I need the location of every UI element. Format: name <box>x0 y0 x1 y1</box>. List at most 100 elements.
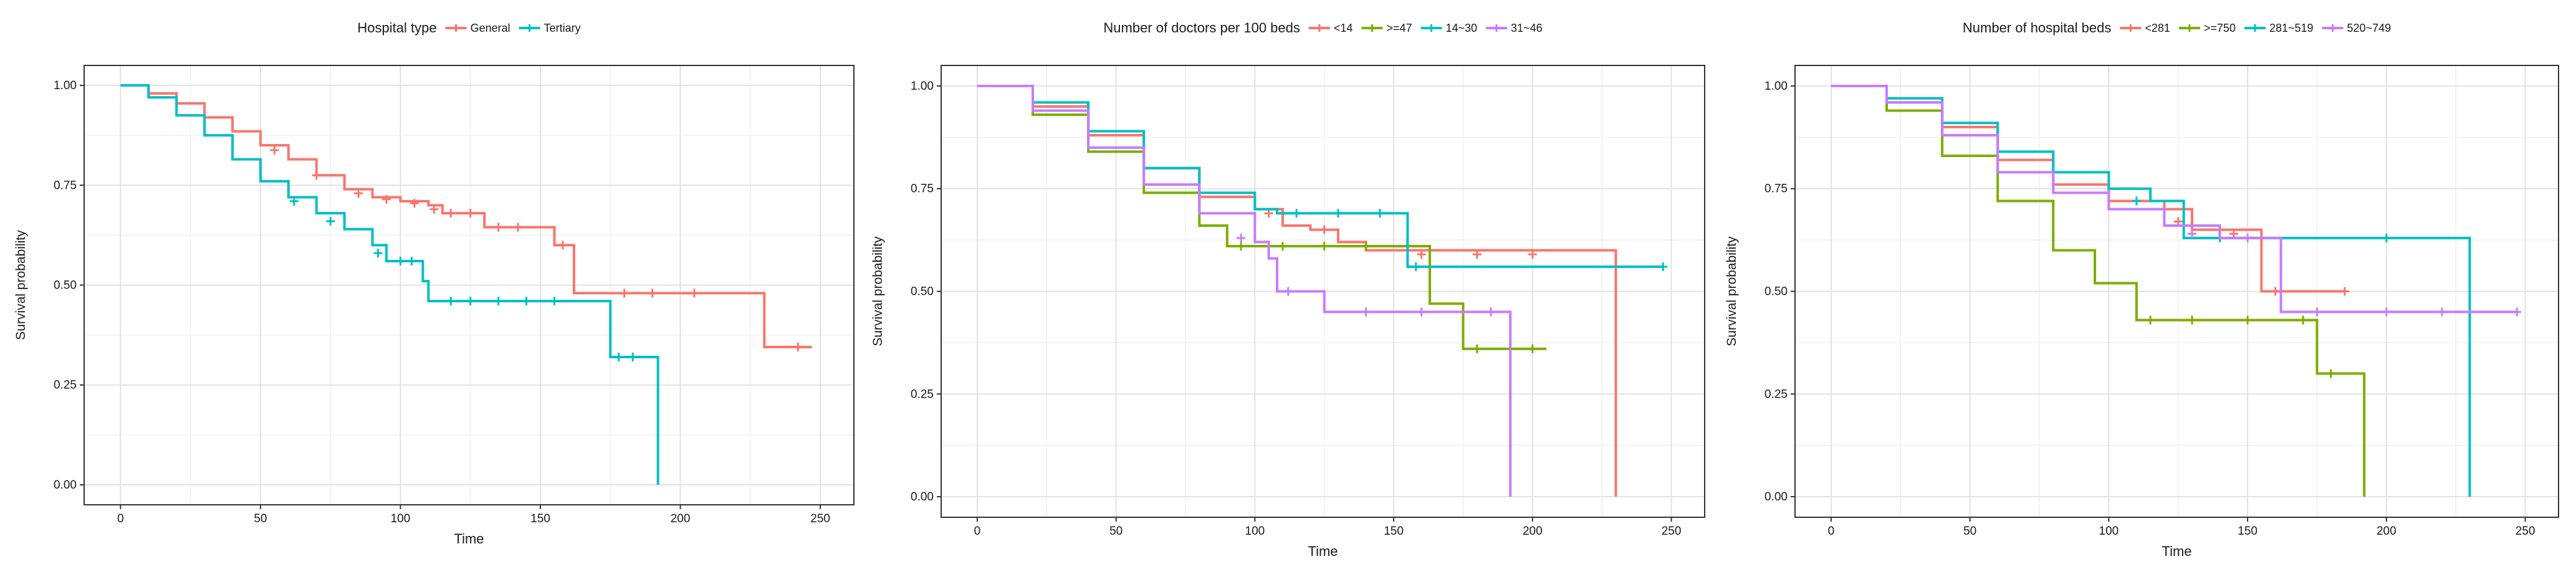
chart-panel-1: 0 50 100 150 200 250 0.00 0.25 0.50 0.75 1.00 Time S… <box>14 20 855 547</box>
legend-key-2 <box>2178 24 2200 32</box>
legend: Hospital type General Tertiary <box>357 20 580 36</box>
legend-key-mark <box>525 24 534 32</box>
censor-mark <box>1472 250 1482 259</box>
legend: Number of hospital beds <281 >=750 281~519 5… <box>1963 20 2391 36</box>
censor-mark <box>2188 315 2196 325</box>
legend: Number of doctors per 100 beds <14 >=47 14~… <box>1103 20 1542 36</box>
legend-key-4 <box>1486 24 1508 32</box>
legend-label: 31~46 <box>1511 22 1543 34</box>
legend-key-mark <box>2251 24 2259 32</box>
censor-mark <box>558 241 567 250</box>
legend-label: <14 <box>1334 22 1353 34</box>
x-tick-label: 150 <box>1384 525 1404 538</box>
legend-key-3 <box>2244 24 2266 32</box>
censor-mark <box>1319 225 1329 234</box>
x-tick-label: 250 <box>810 512 830 525</box>
legend-label: >=750 <box>2204 22 2236 34</box>
censor-mark <box>466 297 475 306</box>
chart-panel-3: 0 50 100 150 200 250 0.00 0.25 0.50 0.75 1.00 Time S… <box>1725 20 2559 559</box>
legend-label: >=47 <box>1386 22 1412 34</box>
panel-border <box>84 65 855 505</box>
x-tick-label: 200 <box>2377 525 2396 538</box>
legend-key-mark <box>1368 24 1376 32</box>
legend-key-mark <box>2127 24 2135 32</box>
censor-mark <box>1283 287 1293 296</box>
censor-mark <box>2188 229 2196 239</box>
survival-curve <box>1831 84 2471 497</box>
censor-mark <box>270 145 279 155</box>
legend-key-1 <box>2120 24 2142 32</box>
x-tick-label: 250 <box>1662 525 1682 538</box>
legend-key-mark <box>1493 24 1501 32</box>
x-tick-label: 0 <box>1828 525 1835 538</box>
censor-mark <box>1375 209 1384 218</box>
censor-mark <box>373 249 383 258</box>
y-axis-title: Survival probability <box>871 236 885 347</box>
x-tick-label: 150 <box>530 512 550 525</box>
censor-mark <box>2312 307 2322 317</box>
y-tick-label: 0.25 <box>54 379 77 392</box>
censor-mark <box>1528 344 1537 353</box>
x-axis-title: Time <box>1308 543 1338 559</box>
y-axis-title: Survival probability <box>1725 236 1739 347</box>
censor-mark <box>2271 287 2280 296</box>
censor-mark <box>2340 287 2349 296</box>
censor-mark <box>1487 307 1495 317</box>
censor-mark <box>1411 262 1420 271</box>
x-tick-label: 100 <box>2099 525 2119 538</box>
x-axis-title: Time <box>2162 543 2191 559</box>
censor-mark <box>2326 369 2335 378</box>
censor-mark <box>289 196 299 206</box>
chart-panel-2: 0 50 100 150 200 250 0.00 0.25 0.50 0.75 1.00 Time S… <box>871 20 1705 559</box>
legend-key-mark <box>1427 24 1435 32</box>
y-tick-label: 1.00 <box>1764 80 1788 93</box>
censor-mark <box>628 352 638 361</box>
legend-key-1 <box>445 24 467 32</box>
y-tick-label: 0.25 <box>911 388 934 401</box>
censor-mark <box>326 216 335 226</box>
censor-mark <box>407 257 416 266</box>
legend-label: 14~30 <box>1445 22 1477 34</box>
censor-mark <box>514 222 523 232</box>
legend-label: General <box>471 22 510 34</box>
x-axis-title: Time <box>454 531 484 547</box>
censor-mark <box>1278 242 1287 251</box>
x-tick-label: 150 <box>2238 525 2258 538</box>
x-tick-label: 100 <box>391 512 411 525</box>
x-tick-label: 200 <box>671 512 691 525</box>
censor-mark <box>446 209 456 218</box>
censor-mark <box>494 297 503 306</box>
censor-mark <box>429 204 439 214</box>
legend-label: Tertiary <box>544 22 581 34</box>
censor-mark <box>690 289 699 298</box>
censor-mark <box>1361 242 1371 251</box>
y-tick-label: 0.75 <box>54 179 77 192</box>
legend-key-mark <box>452 24 460 32</box>
censor-mark <box>2243 315 2253 325</box>
series-2 <box>120 84 659 485</box>
legend-title: Number of doctors per 100 beds <box>1103 20 1300 36</box>
censor-mark <box>1472 344 1482 353</box>
y-tick-label: 0.75 <box>911 183 934 196</box>
censor-mark <box>1659 262 1668 271</box>
censor-mark <box>354 189 363 198</box>
legend-key-mark <box>2185 24 2193 32</box>
censor-mark <box>396 257 405 266</box>
censor-mark <box>550 297 559 306</box>
x-tick-label: 50 <box>1963 525 1976 538</box>
y-tick-label: 0.00 <box>54 479 77 492</box>
censor-mark <box>1292 209 1301 218</box>
panel-border <box>1794 65 2559 518</box>
panel-border <box>941 65 1705 518</box>
y-tick-label: 0.25 <box>1764 388 1788 401</box>
censor-mark <box>1237 242 1246 251</box>
censor-mark <box>409 199 419 208</box>
censor-mark <box>2146 315 2155 325</box>
censor-mark <box>466 209 475 218</box>
legend-key-3 <box>1420 24 1442 32</box>
legend-key-mark <box>2329 24 2337 32</box>
legend-key-2 <box>519 24 540 32</box>
y-tick-label: 1.00 <box>911 80 934 93</box>
censor-mark <box>1528 250 1537 259</box>
